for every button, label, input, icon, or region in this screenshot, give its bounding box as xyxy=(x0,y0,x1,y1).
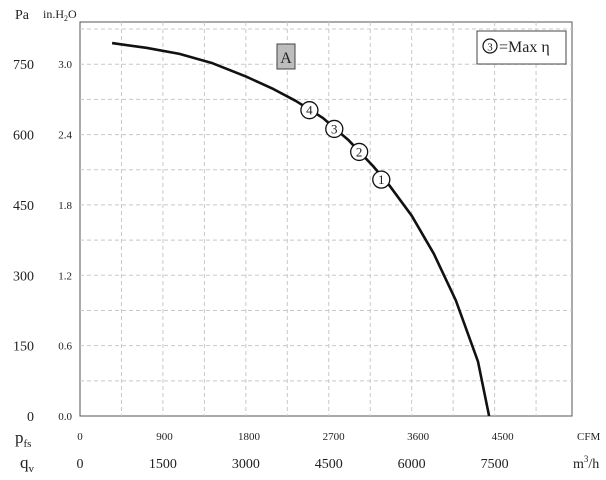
operating-point-marker xyxy=(300,101,319,120)
grid-lines xyxy=(79,21,573,417)
x-tick-label-cfm: 1800 xyxy=(238,431,261,443)
y-tick-label-pa: 450 xyxy=(13,199,34,214)
tick-labels: 0 0.0 150 0.6 300 1.2 450 1.8 600 2.4 750 3.0 0 900 18… xyxy=(13,58,514,472)
operating-point-marker xyxy=(350,142,369,162)
x-axis-unit-m3h: m3/h xyxy=(573,454,599,472)
legend-symbol xyxy=(482,38,498,54)
x-tick-label-m3h: 3000 xyxy=(232,457,260,472)
legend-symbol-label: 3 xyxy=(487,42,493,54)
y-tick-label-inh2o: 2.4 xyxy=(58,130,72,142)
y-tick-label-pa: 300 xyxy=(13,269,34,284)
y-tick-label-inh2o: 1.8 xyxy=(58,200,72,212)
x-tick-label-cfm: 4500 xyxy=(492,431,515,443)
x-axis-unit-cfm: CFM xyxy=(577,431,600,443)
x-tick-label-m3h: 6000 xyxy=(398,457,426,472)
x-tick-label-cfm: 900 xyxy=(156,431,173,443)
y-tick-label-pa: 750 xyxy=(13,58,34,73)
y-tick-label-pa: 0 xyxy=(27,410,34,425)
operating-point-label: 4 xyxy=(306,103,313,118)
x-tick-label-cfm: 3600 xyxy=(407,431,430,443)
y-tick-label-pa: 150 xyxy=(13,340,34,355)
x-tick-label-m3h: 4500 xyxy=(315,457,343,472)
y-axis-unit-pa: Pa xyxy=(15,8,30,23)
y-tick-label-inh2o: 0.6 xyxy=(58,341,72,353)
x-tick-label-cfm: 2700 xyxy=(323,431,346,443)
x-tick-label-m3h: 7500 xyxy=(481,457,509,472)
plot-frame xyxy=(79,21,573,417)
curve-label-text: A xyxy=(280,50,292,67)
x-quantity-label: qv xyxy=(20,453,35,475)
y-tick-label-inh2o: 1.2 xyxy=(58,270,72,282)
legend: 3 =Max η xyxy=(476,30,567,65)
x-tick-label-m3h: 0 xyxy=(77,457,84,472)
y-tick-label-pa: 600 xyxy=(13,129,34,144)
operating-point-label: 3 xyxy=(331,121,338,136)
curve-label-box xyxy=(276,43,296,70)
operating-points: 4 3 21 xyxy=(300,101,391,189)
operating-point-label: 2 xyxy=(356,144,363,159)
operating-point-label: 1 xyxy=(378,172,385,187)
operating-point-marker xyxy=(372,170,391,189)
x-tick-label-m3h: 1500 xyxy=(149,457,177,472)
legend-text: =Max η xyxy=(499,39,550,56)
operating-point-marker xyxy=(325,119,344,139)
y-quantity-label: pfs xyxy=(15,428,31,450)
axis-labels: Pa in.H2O CFM m3/h pfs qv xyxy=(15,7,600,475)
y-tick-label-inh2o: 0.0 xyxy=(58,411,72,423)
x-tick-label-cfm: 0 xyxy=(77,431,83,443)
y-tick-label-inh2o: 3.0 xyxy=(58,59,72,71)
y-axis-unit-inh2o: in.H2O xyxy=(43,7,77,23)
